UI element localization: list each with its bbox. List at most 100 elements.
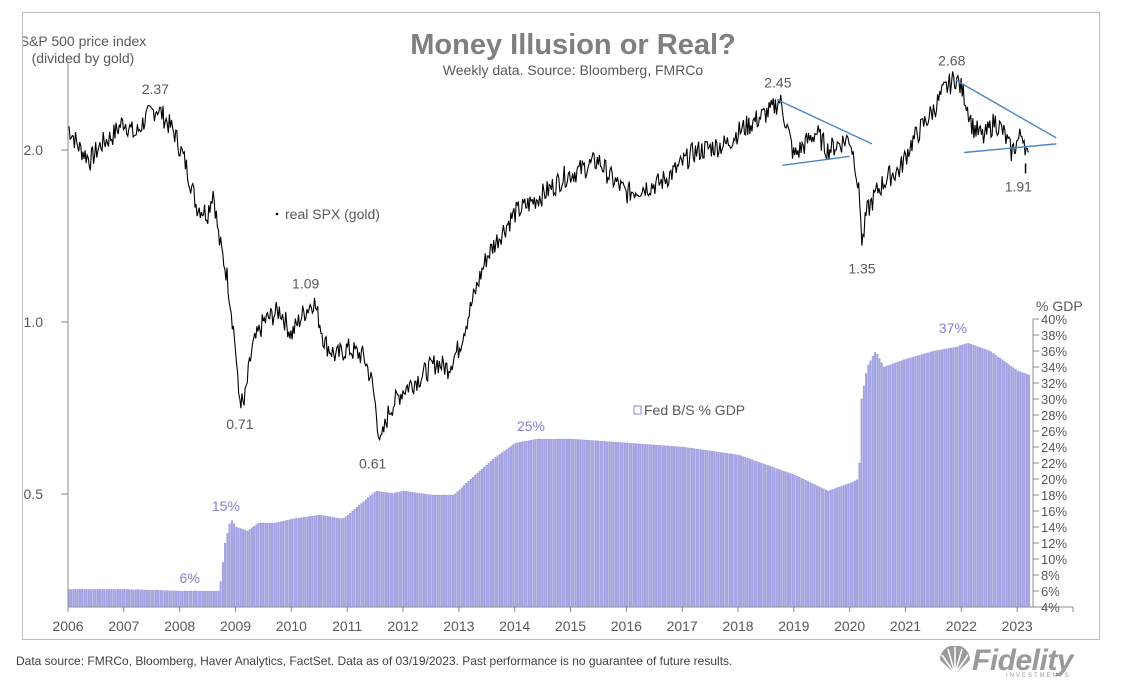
fed-bar — [853, 480, 856, 608]
fed-bar — [396, 492, 399, 608]
fed-bar — [990, 351, 993, 608]
fed-bar — [994, 354, 997, 608]
fed-bar — [733, 454, 736, 608]
fed-bar — [751, 459, 754, 608]
fed-bar — [565, 438, 568, 608]
logo-subtitle: INVESTMENTS — [1006, 673, 1071, 679]
fed-bar — [719, 452, 722, 608]
fed-bar — [431, 494, 434, 608]
x-tick-label: 2019 — [778, 618, 809, 634]
legend-dot-icon — [275, 212, 279, 216]
fed-bar — [418, 493, 421, 608]
fed-bar — [152, 590, 155, 608]
right-tick-label: 12% — [1041, 536, 1067, 551]
fed-bar — [742, 456, 745, 608]
fed-bar — [503, 450, 506, 608]
fed-bar — [697, 449, 700, 608]
fed-bar — [128, 589, 131, 608]
annotation-label: 6% — [180, 570, 200, 586]
fed-bar — [219, 581, 222, 608]
fed-bar — [577, 439, 579, 608]
fed-bar — [979, 347, 981, 608]
fed-bar — [818, 486, 821, 608]
annotation-label: 2.45 — [764, 75, 791, 91]
fed-bar — [724, 452, 727, 608]
x-tick-label: 2015 — [555, 618, 586, 634]
fed-bar — [947, 348, 950, 608]
fed-bar — [90, 589, 93, 608]
fed-bar — [532, 439, 535, 608]
right-tick-label: 30% — [1041, 392, 1067, 407]
fed-bar — [300, 517, 303, 608]
fed-bar — [204, 590, 206, 608]
fed-bar — [266, 522, 269, 608]
fed-bar — [96, 589, 99, 608]
fed-bar — [177, 590, 180, 608]
fed-bar — [775, 468, 778, 608]
fed-bar — [666, 445, 669, 608]
fed-bar — [414, 492, 416, 608]
fed-bar — [436, 494, 439, 608]
right-tick-label: 38% — [1041, 328, 1067, 343]
fed-bar — [451, 494, 454, 608]
x-tick-label: 2008 — [164, 618, 195, 634]
fed-bar — [137, 589, 139, 608]
fed-bar — [556, 438, 559, 608]
fed-bar — [380, 491, 383, 608]
fed-bar — [275, 522, 278, 608]
fed-bar — [639, 443, 642, 608]
right-tick-label: 24% — [1041, 440, 1067, 455]
fed-bar — [800, 478, 803, 608]
fed-bar — [545, 438, 548, 608]
fed-bar — [485, 464, 488, 608]
fed-bar — [389, 492, 392, 608]
fed-bar — [447, 494, 450, 608]
fed-bar — [836, 487, 839, 608]
chart-frame: 2006 2007 2008 2009 2010 2011 2012 2013 2014 2015… — [22, 12, 1100, 640]
fed-bar — [652, 444, 655, 608]
fed-bar — [764, 464, 767, 608]
fed-bar — [217, 590, 220, 608]
fed-bar — [793, 474, 796, 608]
fed-bar — [360, 503, 363, 608]
annotation-label: 37% — [939, 320, 967, 336]
right-tick-label: 6% — [1041, 584, 1060, 599]
annotation-label: 1.09 — [292, 276, 319, 292]
fed-bar — [87, 589, 90, 608]
fed-bar — [954, 347, 957, 608]
right-tick-label: 4% — [1041, 600, 1060, 615]
x-tick-label: 2021 — [890, 618, 921, 634]
fed-bar — [992, 353, 995, 608]
fed-bar — [110, 589, 113, 608]
right-tick-label: 34% — [1041, 360, 1067, 375]
fed-bar — [889, 364, 892, 608]
fed-bar — [206, 590, 209, 608]
x-tick-label: 2022 — [946, 618, 977, 634]
fed-bar — [925, 353, 928, 608]
fed-bar — [885, 366, 888, 608]
fed-bar — [650, 444, 653, 608]
x-tick-label: 2011 — [332, 618, 362, 634]
fed-bar — [288, 519, 291, 608]
fed-bar — [655, 444, 658, 608]
fed-bar — [112, 589, 115, 608]
fed-bar — [637, 443, 640, 608]
fed-bar — [632, 443, 635, 608]
left-tick-label: 0.5 — [24, 486, 44, 502]
fed-bar — [458, 489, 461, 608]
fed-bar — [166, 590, 169, 608]
x-tick-label: 2012 — [387, 618, 418, 634]
annotation-label: 1.91 — [1005, 178, 1032, 194]
fed-bar — [570, 438, 573, 608]
fed-bar — [280, 521, 282, 608]
fed-bar — [487, 462, 490, 608]
fed-bar — [552, 438, 555, 608]
fed-bar — [501, 452, 504, 608]
fed-bar — [154, 590, 157, 608]
fed-bar — [215, 590, 218, 608]
fed-bar — [143, 589, 146, 608]
fed-bar — [711, 451, 713, 608]
fed-bar — [905, 358, 908, 608]
fed-bar — [221, 562, 224, 608]
fed-bar — [967, 343, 970, 608]
